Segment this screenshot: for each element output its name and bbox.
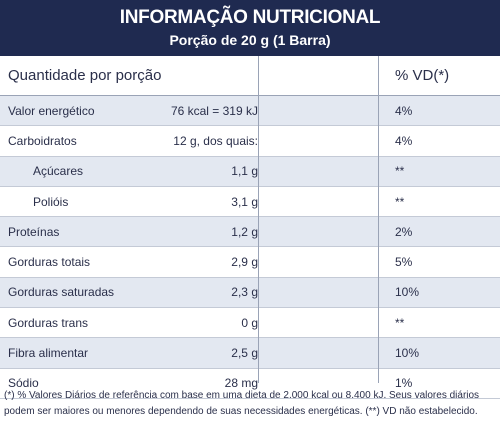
nutrient-amount: 1,2 g: [231, 224, 258, 239]
table-row: Carboidratos 12 g, dos quais: 4%: [0, 126, 500, 157]
serving-size: Porção de 20 g (1 Barra): [169, 32, 331, 48]
table-row: Fibra alimentar 2,5 g 10%: [0, 338, 500, 369]
nutrient-daily-value: **: [395, 194, 405, 209]
nutrition-title: INFORMAÇÃO NUTRICIONAL: [119, 7, 381, 28]
nutrient-amount: 0 g: [241, 315, 258, 330]
nutrient-daily-value: 1%: [395, 376, 413, 391]
nutrient-amount: 12 g, dos quais:: [173, 133, 258, 148]
nutrient-amount: 2,5 g: [231, 346, 258, 361]
nutrient-daily-value: 5%: [395, 255, 413, 270]
nutrient-amount: 76 kcal = 319 kJ: [170, 103, 258, 118]
nutrient-name: Gorduras saturadas: [8, 285, 115, 300]
nutrient-name: Carboidratos: [8, 133, 77, 148]
table-row: Valor energético 76 kcal = 319 kJ 4%: [0, 96, 500, 127]
nutrient-daily-value: 10%: [395, 285, 420, 300]
nutrient-amount: 1,1 g: [231, 164, 258, 179]
column-divider: [258, 56, 259, 383]
column-divider: [378, 56, 379, 383]
footnote: (*) % Valores Diários de referência com …: [4, 390, 480, 417]
nutrient-name: Polióis: [33, 194, 69, 209]
nutrient-daily-value: 2%: [395, 224, 413, 239]
nutrition-table: Quantidade por porção % VD(*) Valor ener…: [0, 56, 500, 399]
nutrient-daily-value: 4%: [395, 133, 413, 148]
table-row: Açúcares 1,1 g **: [0, 156, 500, 187]
column-header-quantity: Quantidade por porção: [8, 67, 162, 84]
nutrient-name: Valor energético: [8, 103, 95, 118]
nutrient-daily-value: 4%: [395, 103, 413, 118]
nutrition-header: INFORMAÇÃO NUTRICIONAL Porção de 20 g (1…: [0, 0, 500, 56]
nutrient-daily-value: 10%: [395, 346, 420, 361]
nutrient-amount: 3,1 g: [231, 194, 258, 209]
nutrient-daily-value: **: [395, 164, 405, 179]
column-header-daily-value: % VD(*): [395, 67, 450, 84]
table-row: Gorduras saturadas 2,3 g 10%: [0, 277, 500, 309]
table-row: Polióis 3,1 g **: [0, 187, 500, 218]
table-header-row: Quantidade por porção % VD(*): [0, 56, 500, 96]
nutrient-name: Fibra alimentar: [8, 346, 89, 361]
nutrient-daily-value: **: [395, 315, 405, 330]
nutrient-amount: 2,3 g: [231, 285, 258, 300]
nutrient-name: Gorduras totais: [8, 255, 91, 270]
column-header-amount: [0, 56, 378, 95]
nutrient-name: Proteínas: [8, 224, 60, 239]
table-row: Gorduras trans 0 g **: [0, 308, 500, 339]
nutrient-amount: 28 mg: [224, 376, 258, 391]
nutrient-amount: 2,9 g: [231, 255, 258, 270]
nutrient-name: Sódio: [8, 376, 39, 391]
nutrient-name: Gorduras trans: [8, 315, 89, 330]
table-row: Gorduras totais 2,9 g 5%: [0, 247, 500, 278]
table-row: Proteínas 1,2 g 2%: [0, 217, 500, 248]
table-row: Sódio 28 mg 1%: [0, 369, 500, 399]
nutrient-name: Açúcares: [33, 164, 84, 179]
